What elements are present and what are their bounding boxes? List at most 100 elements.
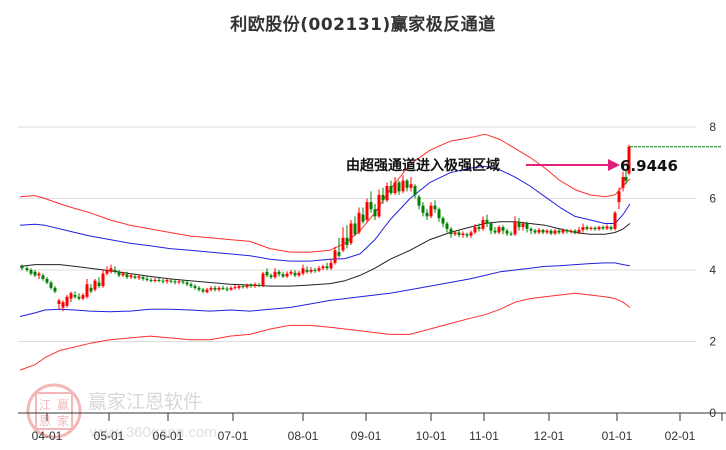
candle-body bbox=[25, 268, 29, 270]
candle-body bbox=[485, 219, 489, 224]
candle-body bbox=[353, 223, 357, 235]
candle-body bbox=[249, 285, 253, 287]
candle-body bbox=[173, 281, 177, 283]
candle-body bbox=[441, 218, 445, 224]
candle-body bbox=[37, 273, 41, 276]
candle-body bbox=[69, 293, 73, 299]
candle-body bbox=[45, 278, 49, 283]
y-tick-label: 8 bbox=[709, 120, 716, 134]
candle-body bbox=[245, 285, 249, 288]
candle-body bbox=[105, 270, 109, 274]
candle-body bbox=[121, 273, 125, 276]
candle-body bbox=[397, 182, 401, 192]
candle-body bbox=[469, 232, 473, 236]
candle-body bbox=[309, 270, 313, 272]
candle-body bbox=[73, 295, 77, 297]
candle-body bbox=[627, 146, 631, 174]
y-tick-label: 2 bbox=[709, 335, 716, 349]
candle-body bbox=[593, 227, 597, 230]
candle-body bbox=[457, 232, 461, 235]
candle-body bbox=[381, 194, 385, 201]
candle-body bbox=[377, 194, 381, 217]
candle-body bbox=[57, 300, 61, 304]
candle-body bbox=[513, 221, 517, 235]
candle-body bbox=[261, 273, 265, 286]
candle-body bbox=[77, 296, 81, 299]
candle-body bbox=[85, 284, 89, 297]
candle-body bbox=[357, 212, 361, 233]
x-tick-label: 05-01 bbox=[94, 429, 125, 443]
candle-body bbox=[61, 302, 65, 308]
x-tick-label: 02-01 bbox=[665, 429, 696, 443]
candle-body bbox=[609, 227, 613, 229]
candle-body bbox=[97, 282, 101, 287]
candle-body bbox=[409, 184, 413, 188]
axes: 04-01 05-01 06-01 07-01 08-01 09-01 10-01 11-01… bbox=[18, 412, 726, 443]
candle-body bbox=[101, 273, 105, 287]
candle-body bbox=[545, 230, 549, 233]
candle-body bbox=[465, 234, 469, 236]
candle-body bbox=[373, 209, 377, 217]
candle-body bbox=[197, 287, 201, 290]
candle-body bbox=[445, 223, 449, 229]
candle-body bbox=[565, 229, 569, 232]
candle-body bbox=[365, 202, 369, 220]
candle-body bbox=[305, 270, 309, 272]
candle-body bbox=[125, 274, 129, 278]
candle-body bbox=[137, 276, 141, 278]
candle-body bbox=[149, 280, 153, 282]
svg-text:赢: 赢 bbox=[57, 397, 69, 412]
candle-body bbox=[329, 262, 333, 269]
candle-body bbox=[205, 289, 209, 293]
candle-body bbox=[293, 272, 297, 276]
candle-body bbox=[393, 182, 397, 194]
candle-body bbox=[561, 229, 565, 233]
candle-body bbox=[277, 271, 281, 275]
candle-body bbox=[177, 281, 181, 283]
candle-body bbox=[281, 274, 285, 277]
candle-body bbox=[29, 270, 33, 274]
candle-body bbox=[145, 278, 149, 281]
candle-body bbox=[589, 227, 593, 229]
candle-body bbox=[193, 286, 197, 288]
candle-body bbox=[185, 282, 189, 285]
candle-body bbox=[624, 177, 628, 181]
candle-body bbox=[313, 270, 317, 271]
candle-body bbox=[585, 227, 589, 229]
candle-body bbox=[425, 212, 429, 217]
candle-body bbox=[345, 237, 349, 245]
candle-body bbox=[225, 288, 229, 290]
candle-body bbox=[521, 223, 525, 228]
candle-body bbox=[437, 209, 441, 219]
candle-body bbox=[201, 289, 205, 292]
candle-body bbox=[529, 228, 533, 231]
candle-body bbox=[401, 180, 405, 192]
candle-body bbox=[325, 266, 329, 269]
candle-body bbox=[41, 275, 45, 279]
candle-body bbox=[129, 275, 133, 278]
candle-body bbox=[573, 230, 577, 233]
candle-body bbox=[341, 237, 345, 251]
x-tick-label: 06-01 bbox=[153, 429, 184, 443]
candle-body bbox=[613, 212, 617, 229]
candle-body bbox=[433, 205, 437, 210]
candle-body bbox=[157, 280, 161, 282]
band-line bbox=[19, 262, 631, 317]
candle-body bbox=[349, 223, 353, 244]
candle-body bbox=[473, 227, 477, 233]
candle-body bbox=[569, 230, 573, 232]
candle-body bbox=[161, 280, 165, 282]
candle-body bbox=[317, 268, 321, 271]
candle-body bbox=[229, 287, 233, 290]
x-tick-label: 09-01 bbox=[351, 429, 382, 443]
candle-body bbox=[333, 250, 337, 263]
candle-body bbox=[541, 229, 545, 233]
candle-body bbox=[505, 230, 509, 234]
watermark-brand: 赢家江恩软件 bbox=[88, 391, 202, 413]
candle-body bbox=[337, 252, 341, 256]
candle-body bbox=[537, 229, 541, 233]
candle-body bbox=[165, 280, 169, 282]
candle-body bbox=[477, 227, 481, 229]
